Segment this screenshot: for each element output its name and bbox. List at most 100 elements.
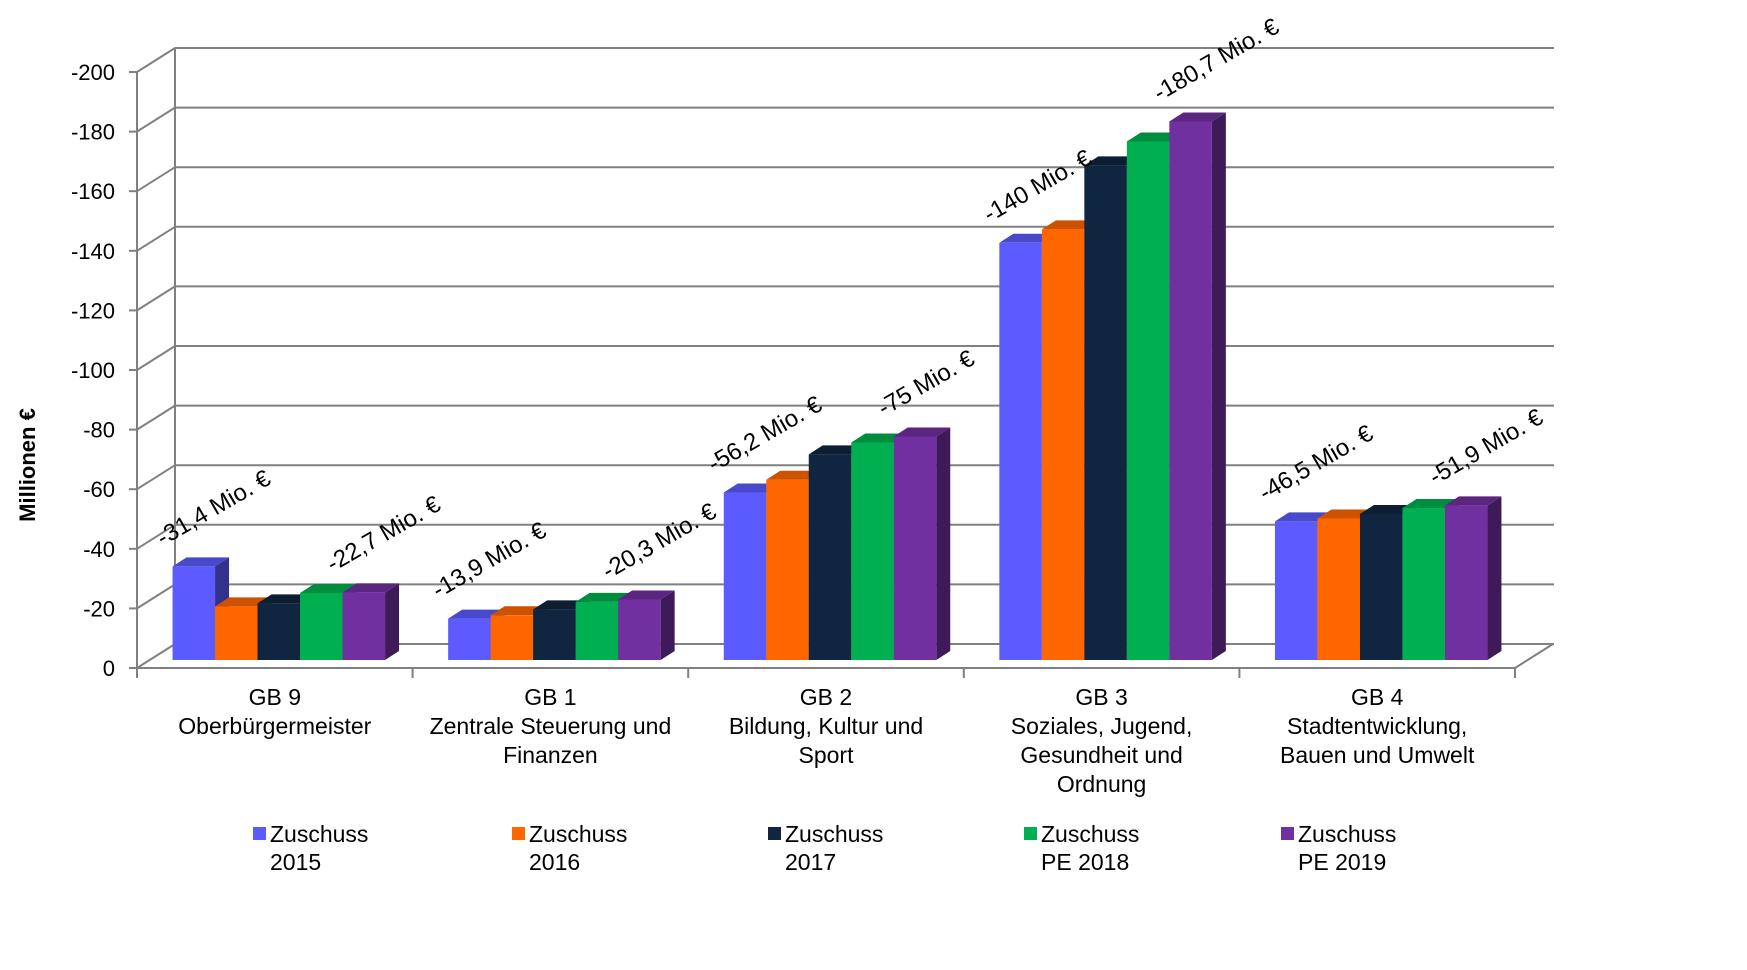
bar-side — [660, 590, 675, 660]
data-label: -180,7 Mio. € — [1149, 13, 1284, 107]
legend-swatch — [1281, 827, 1294, 840]
data-label: -31,4 Mio. € — [152, 465, 276, 552]
data-label: -20,3 Mio. € — [598, 498, 722, 585]
legend-label-line: 2016 — [529, 849, 580, 875]
bar-front — [1359, 513, 1403, 660]
legend-label-line: Zuschuss — [529, 821, 627, 847]
gridline-diag — [136, 643, 176, 669]
bar-top — [342, 583, 400, 593]
bar-top — [257, 594, 315, 604]
category-label-line: GB 1 — [524, 684, 576, 710]
category-label: GB 1 Zentrale Steuerung und Finanzen — [430, 684, 672, 768]
bar-front — [723, 492, 767, 660]
legend-label-line: 2015 — [270, 849, 321, 875]
data-label: -46,5 Mio. € — [1254, 420, 1378, 507]
bar-front — [1317, 518, 1360, 660]
gridline-diag — [136, 166, 176, 193]
category-label-line: Gesundheit und — [1020, 742, 1182, 768]
bar-top — [851, 433, 908, 443]
bar-front — [851, 442, 894, 660]
bar — [618, 590, 675, 660]
gridline-diag — [136, 47, 176, 73]
data-label: -75 Mio. € — [873, 345, 979, 422]
bar-top — [490, 606, 548, 616]
bar-top — [766, 470, 823, 480]
bar-top — [300, 583, 357, 593]
gridline-diag — [136, 464, 176, 491]
bar-front — [448, 618, 491, 660]
bar-front — [1126, 141, 1170, 661]
category-label-line: GB 4 — [1351, 684, 1404, 710]
bar-front — [257, 603, 301, 660]
bar-top — [172, 557, 230, 567]
bar-front — [766, 479, 809, 660]
bar-side — [1487, 496, 1502, 660]
gridline-diag — [136, 106, 176, 133]
bar-top — [1444, 496, 1502, 506]
legend-item: Zuschuss 2015 — [253, 821, 368, 875]
category-label: GB 4 Stadtentwicklung, Bauen und Umwelt — [1280, 684, 1475, 768]
y-axis-label: Millionen € — [15, 408, 40, 522]
bar-top — [618, 590, 675, 600]
bar-front — [1274, 521, 1318, 660]
y-tick-label: 0 — [103, 656, 115, 681]
gridline-diag — [136, 404, 176, 431]
bar-front — [533, 609, 576, 660]
legend-item: Zuschuss 2016 — [512, 821, 627, 875]
bar — [1444, 496, 1502, 660]
legend-label: Zuschuss PE 2019 — [1298, 821, 1396, 875]
bar-top — [575, 592, 633, 602]
category-label-line: Sport — [799, 742, 855, 768]
gridline-diag — [136, 523, 176, 550]
legend-label-line: Zuschuss — [1041, 821, 1139, 847]
category-label-line: Bildung, Kultur und — [729, 713, 923, 739]
bar-top — [893, 427, 951, 437]
legend-item: Zuschuss PE 2019 — [1281, 821, 1396, 875]
bar-top — [533, 600, 590, 610]
bar — [1169, 112, 1226, 661]
legend-label-line: Zuschuss — [1298, 821, 1396, 847]
y-tick-label: -140 — [71, 239, 115, 264]
bar-top — [1126, 132, 1184, 142]
bar-front — [1402, 508, 1445, 660]
y-tick-label: -100 — [71, 358, 115, 383]
legend-swatch — [1024, 827, 1037, 840]
y-tick-label: -160 — [71, 179, 115, 204]
y-tick-label: -60 — [83, 477, 115, 502]
category-label: GB 9 Oberbürgermeister — [178, 684, 371, 739]
bar-top — [1041, 220, 1099, 230]
bar-top — [1084, 156, 1141, 166]
bar-top — [1274, 512, 1332, 522]
bar-front — [1169, 121, 1212, 661]
category-label: GB 3 Soziales, Jugend, Gesundheit und Ordnu… — [1011, 684, 1193, 797]
category-label-line: GB 2 — [800, 684, 852, 710]
floor-right-edge — [1514, 643, 1554, 669]
category-labels: GB 9 Oberbürgermeister GB 1 Zentrale Steuer… — [178, 684, 1475, 797]
bar-top — [1402, 499, 1459, 509]
legend-label: Zuschuss PE 2018 — [1041, 821, 1139, 875]
bar — [342, 583, 400, 660]
gridline-diag — [136, 225, 176, 252]
bar-front — [999, 242, 1042, 661]
category-label-line: Ordnung — [1057, 771, 1147, 797]
legend-label: Zuschuss 2017 — [785, 821, 883, 875]
bar-front — [1041, 229, 1085, 660]
data-label: -51,9 Mio. € — [1424, 403, 1548, 490]
legend-swatch — [253, 827, 266, 840]
bar-top — [999, 233, 1056, 243]
category-label: GB 2 Bildung, Kultur und Sport — [729, 684, 923, 768]
gridline-diag — [136, 345, 176, 371]
category-label-line: Oberbürgermeister — [178, 713, 371, 739]
y-tick-label: -180 — [71, 120, 115, 145]
category-label-line: Stadtentwicklung, — [1287, 713, 1467, 739]
category-label-line: Soziales, Jugend, — [1011, 713, 1193, 739]
gridline-diag — [136, 583, 176, 610]
legend-label: Zuschuss 2016 — [529, 821, 627, 875]
legend-swatch — [512, 827, 525, 840]
bar-top — [215, 597, 272, 607]
legend-label: Zuschuss 2015 — [270, 821, 368, 875]
bar-side — [385, 583, 400, 660]
bar-top — [448, 609, 505, 619]
